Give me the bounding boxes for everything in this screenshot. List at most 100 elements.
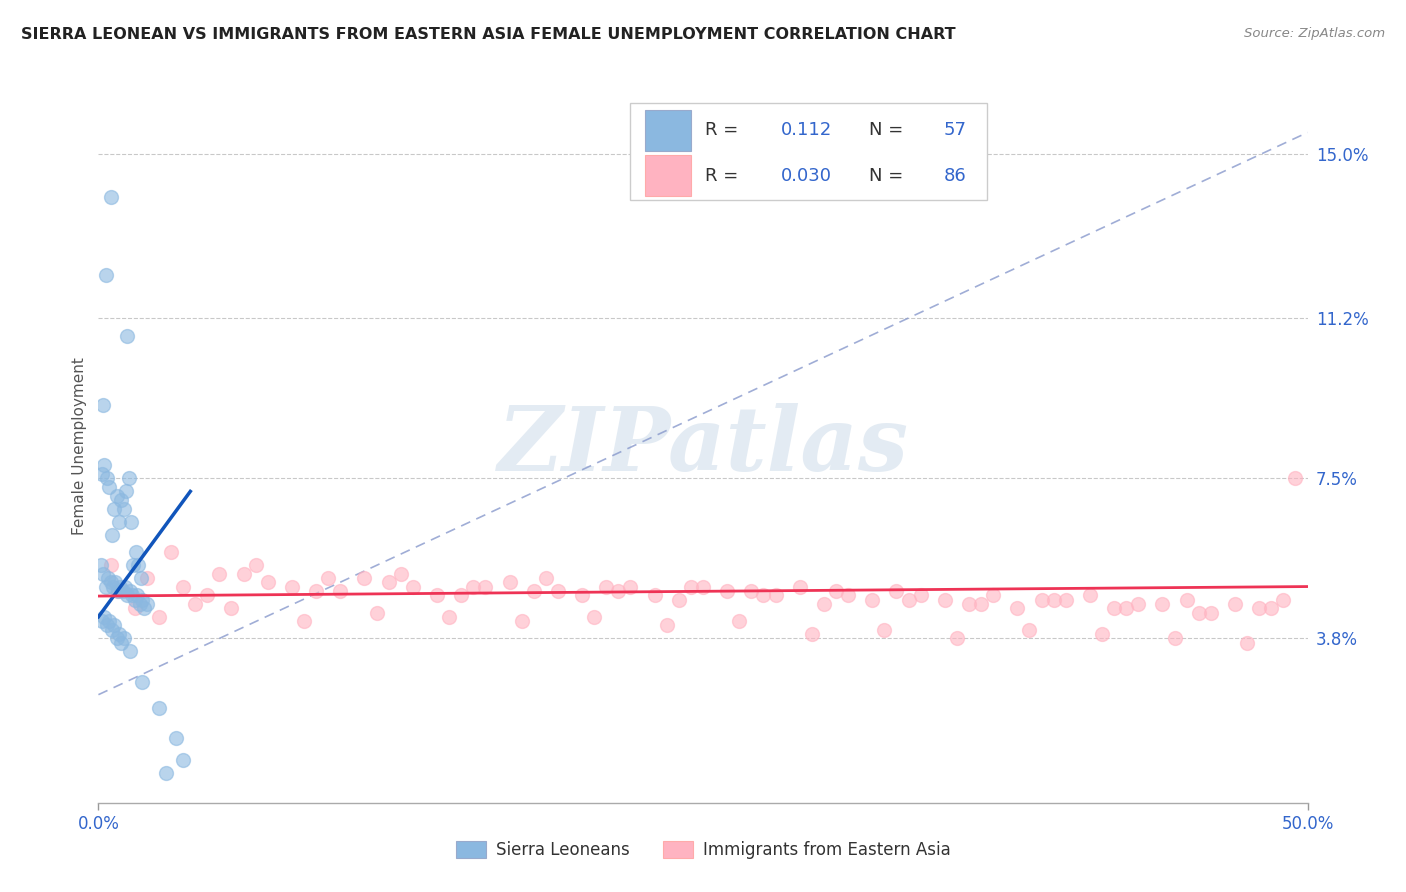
Point	[195, 588, 218, 602]
Point	[765, 588, 787, 602]
Point	[292, 614, 315, 628]
Point	[316, 571, 339, 585]
Point	[619, 580, 641, 594]
Point	[208, 566, 231, 581]
Point	[98, 480, 121, 494]
Point	[117, 588, 139, 602]
Point	[873, 623, 896, 637]
Point	[232, 566, 254, 581]
Point	[172, 753, 194, 767]
Point	[101, 580, 124, 594]
Point	[595, 580, 617, 594]
Point	[910, 588, 932, 602]
Point	[245, 558, 267, 572]
Point	[125, 545, 148, 559]
Point	[103, 618, 125, 632]
FancyBboxPatch shape	[630, 103, 987, 200]
Point	[1284, 471, 1306, 485]
Point	[510, 614, 533, 628]
Point	[94, 580, 117, 594]
Point	[305, 583, 328, 598]
Point	[655, 618, 678, 632]
Text: SIERRA LEONEAN VS IMMIGRANTS FROM EASTERN ASIA FEMALE UNEMPLOYMENT CORRELATION C: SIERRA LEONEAN VS IMMIGRANTS FROM EASTER…	[21, 27, 956, 42]
Point	[1199, 606, 1222, 620]
Point	[148, 610, 170, 624]
Point	[329, 583, 352, 598]
Point	[886, 583, 908, 598]
Point	[547, 583, 569, 598]
Point	[1152, 597, 1174, 611]
Text: N =: N =	[869, 167, 908, 185]
Point	[571, 588, 593, 602]
Point	[1102, 601, 1125, 615]
Point	[120, 515, 142, 529]
Point	[155, 765, 177, 780]
Point	[111, 583, 134, 598]
Point	[1091, 627, 1114, 641]
Point	[1163, 632, 1185, 646]
Y-axis label: Female Unemployment: Female Unemployment	[72, 357, 87, 535]
Point	[970, 597, 993, 611]
Point	[1031, 592, 1053, 607]
Point	[256, 575, 278, 590]
Point	[740, 583, 762, 598]
Point	[474, 580, 496, 594]
Point	[127, 588, 149, 602]
Point	[100, 623, 122, 637]
Point	[108, 580, 131, 594]
Point	[1175, 592, 1198, 607]
Legend: Sierra Leoneans, Immigrants from Eastern Asia: Sierra Leoneans, Immigrants from Eastern…	[449, 834, 957, 866]
Point	[91, 398, 114, 412]
Point	[105, 632, 128, 646]
Point	[96, 618, 118, 632]
Text: ZIPatlas: ZIPatlas	[498, 403, 908, 489]
Point	[110, 493, 132, 508]
Point	[104, 575, 127, 590]
Point	[644, 588, 666, 602]
Point	[692, 580, 714, 594]
Point	[135, 597, 157, 611]
Point	[607, 583, 630, 598]
Point	[148, 700, 170, 714]
Text: N =: N =	[869, 121, 908, 139]
Point	[402, 580, 425, 594]
Point	[534, 571, 557, 585]
Point	[131, 592, 153, 607]
Point	[100, 558, 122, 572]
Point	[728, 614, 751, 628]
Point	[98, 614, 121, 628]
Point	[127, 558, 149, 572]
Point	[1223, 597, 1246, 611]
Bar	[645, 110, 690, 151]
Point	[813, 597, 835, 611]
Point	[716, 583, 738, 598]
Point	[97, 571, 120, 585]
Point	[1249, 601, 1271, 615]
Point	[131, 674, 153, 689]
Point	[389, 566, 412, 581]
Point	[789, 580, 811, 594]
Point	[957, 597, 980, 611]
Point	[114, 580, 136, 594]
Point	[498, 575, 520, 590]
Point	[897, 592, 920, 607]
Point	[221, 601, 243, 615]
Point	[946, 632, 969, 646]
Point	[837, 588, 859, 602]
Text: 86: 86	[943, 167, 966, 185]
Point	[1007, 601, 1029, 615]
Point	[1272, 592, 1295, 607]
Point	[91, 614, 114, 628]
Point	[108, 515, 131, 529]
Point	[129, 571, 152, 585]
Point	[1188, 606, 1211, 620]
Point	[426, 588, 449, 602]
Point	[96, 471, 118, 485]
Point	[583, 610, 606, 624]
Point	[117, 328, 139, 343]
Text: Source: ZipAtlas.com: Source: ZipAtlas.com	[1244, 27, 1385, 40]
Point	[668, 592, 690, 607]
Point	[107, 583, 129, 598]
Point	[463, 580, 485, 594]
Text: R =: R =	[706, 167, 744, 185]
